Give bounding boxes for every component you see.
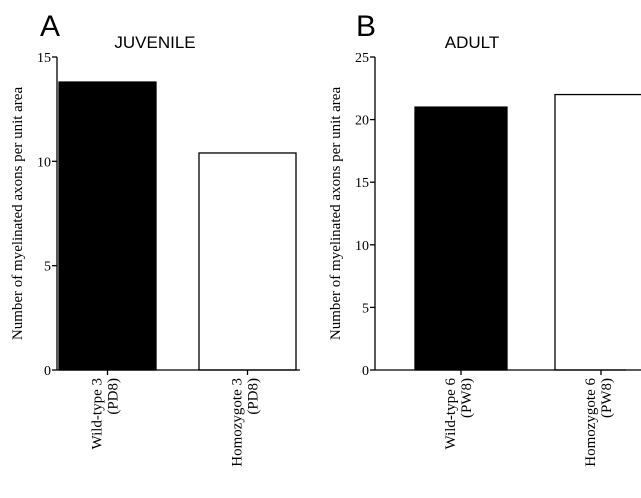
chart-title: JUVENILE <box>114 33 195 52</box>
y-tick-label: 5 <box>44 260 51 275</box>
y-tick-label: 10 <box>355 239 369 254</box>
x-tick-label: Homozygote 3 <box>230 378 246 467</box>
bar-1 <box>415 107 507 370</box>
x-tick-label: (PW8) <box>459 378 475 418</box>
panel-letter: B <box>356 10 376 43</box>
panel-b: B ADULT Number of myelinated axons per uni… <box>328 10 641 467</box>
panel-a: A JUVENILE Number of myelinated axons per … <box>10 10 300 467</box>
y-tick-label: 20 <box>355 114 369 129</box>
y-tick-label: 10 <box>37 155 51 170</box>
panel-letter: A <box>40 10 60 43</box>
x-tick-label: Wild-type 6 <box>443 378 459 450</box>
y-tick-label: 15 <box>37 51 51 66</box>
x-tick-label: Wild-type 3 <box>90 378 106 449</box>
x-tick-label: (PD8) <box>246 378 262 415</box>
bar-2 <box>199 153 296 370</box>
y-tick-label: 0 <box>362 364 369 379</box>
y-tick-label: 25 <box>355 51 369 66</box>
x-tick-label: Homozygote 6 <box>583 378 599 467</box>
bar-1 <box>59 82 156 370</box>
y-axis-label: Number of myelinated axons per unit area <box>10 87 26 341</box>
chart-title: ADULT <box>445 33 499 52</box>
y-axis-label: Number of myelinated axons per unit area <box>328 87 344 341</box>
x-tick-label: (PD8) <box>106 378 122 415</box>
x-tick-label: (PW8) <box>599 378 615 418</box>
y-tick-label: 5 <box>362 301 369 316</box>
y-tick-label: 0 <box>44 364 51 379</box>
bar-2 <box>555 95 641 370</box>
y-tick-label: 15 <box>355 176 369 191</box>
